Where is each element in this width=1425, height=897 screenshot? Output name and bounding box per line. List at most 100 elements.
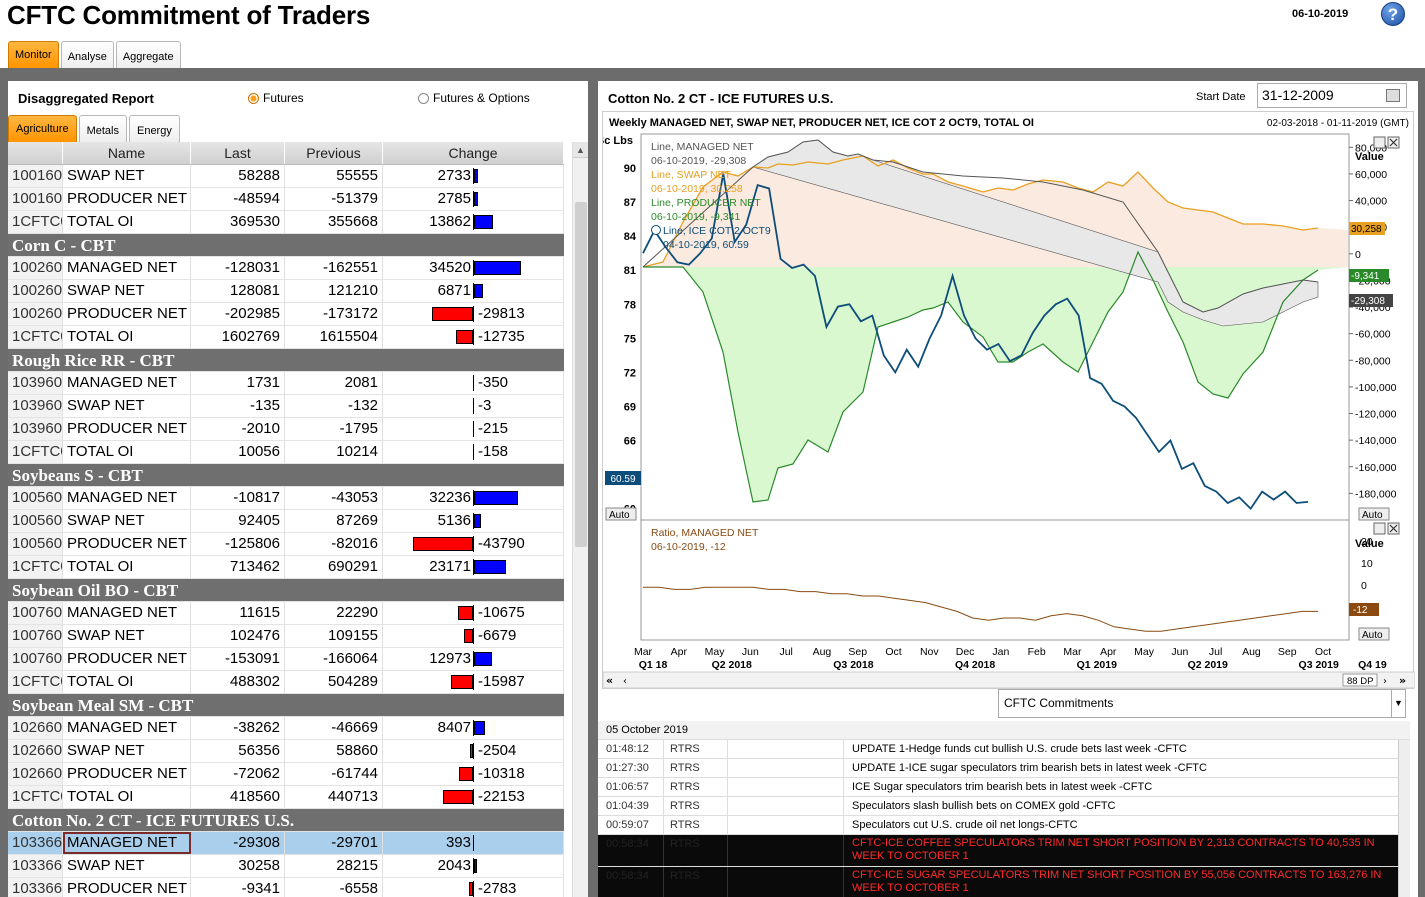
tab-energy[interactable]: Energy [128, 115, 180, 142]
table-row[interactable]: 100260 SWAP NET 128081 121210 6871 [8, 280, 564, 303]
group-header[interactable]: Cotton No. 2 CT - ICE FUTURES U.S. [8, 809, 564, 832]
table-row[interactable]: 102660 MANAGED NET -38262 -46669 8407 [8, 717, 564, 740]
table-row[interactable]: 102660 SWAP NET 56356 58860 -2504 [8, 740, 564, 763]
row-previous: -29701 [285, 832, 383, 854]
scroll-first-icon[interactable]: « [606, 674, 613, 687]
table-row[interactable]: 103960 PRODUCER NET -2010 -1795 -215 [8, 418, 564, 441]
calendar-icon[interactable] [1386, 89, 1400, 102]
row-last: 92405 [191, 510, 285, 532]
chevron-down-icon[interactable]: ▼ [1391, 690, 1405, 717]
group-header[interactable]: Soybean Oil BO - CBT [8, 579, 564, 602]
scroll-thumb[interactable] [575, 202, 587, 547]
ratio-legend-series: Ratio, MANAGED NET [651, 527, 759, 539]
tab-monitor[interactable]: Monitor [8, 41, 59, 68]
group-header[interactable]: Soybean Meal SM - CBT [8, 694, 564, 717]
grid-scrollbar[interactable]: ▲ [572, 142, 588, 897]
table-row[interactable]: 102660 PRODUCER NET -72062 -61744 -10318 [8, 763, 564, 786]
row-id: 1CFTC0 [8, 556, 63, 578]
tab-agriculture[interactable]: Agriculture [8, 115, 77, 142]
table-row[interactable]: 100760 MANAGED NET 11615 22290 -10675 [8, 602, 564, 625]
pane-maximize-icon[interactable] [1373, 136, 1386, 149]
cot-chart[interactable]: Weekly MANAGED NET, SWAP NET, PRODUCER N… [559, 111, 1416, 690]
news-spacer [728, 740, 844, 758]
table-row[interactable]: 100560 MANAGED NET -10817 -43053 32236 [8, 487, 564, 510]
radio-futures[interactable]: Futures [248, 91, 304, 105]
scroll-up-icon[interactable]: ▲ [573, 142, 588, 158]
change-value: -158 [478, 443, 509, 460]
col-id [8, 142, 63, 164]
group-header[interactable]: Corn C - CBT [8, 234, 564, 257]
radio-futures-options[interactable]: Futures & Options [418, 91, 530, 105]
table-row[interactable]: 100560 PRODUCER NET -125806 -82016 -43790 [8, 533, 564, 556]
help-icon[interactable]: ? [1381, 2, 1405, 26]
group-header[interactable]: Rough Rice RR - CBT [8, 349, 564, 372]
news-item[interactable]: 01:06:57 RTRS ICE Sugar speculators trim b… [598, 778, 1410, 797]
table-row[interactable]: 103366 PRODUCER NET -9341 -6558 -2783 [8, 878, 564, 897]
change-value: 2733 [437, 167, 471, 184]
tab-aggregate[interactable]: Aggregate [115, 41, 181, 68]
row-last: -29308 [191, 832, 285, 854]
radio-selected-icon[interactable] [248, 92, 259, 104]
row-name: SWAP NET [63, 280, 191, 302]
change-axis [473, 720, 474, 736]
change-axis [473, 444, 474, 460]
row-previous: -162551 [285, 257, 383, 279]
change-axis [473, 168, 474, 184]
row-id: 102660 [8, 763, 63, 785]
group-header[interactable]: Soybeans S - CBT [8, 464, 564, 487]
change-bar-negative [456, 330, 473, 344]
table-row[interactable]: 100260 PRODUCER NET -202985 -173172 -29813 [8, 303, 564, 326]
col-name[interactable]: Name [63, 142, 191, 164]
auto-scale-right-button[interactable] [1358, 507, 1390, 521]
start-date-input[interactable]: 31-12-2009 [1257, 83, 1407, 108]
scroll-right-icon[interactable]: › [1383, 676, 1387, 687]
row-name: MANAGED NET [63, 602, 191, 624]
month-label: May [1134, 646, 1155, 658]
table-row[interactable]: 100560 SWAP NET 92405 87269 5136 [8, 510, 564, 533]
scroll-left-icon[interactable]: ‹ [623, 676, 627, 687]
table-row[interactable]: 103366 SWAP NET 30258 28215 2043 [8, 855, 564, 878]
chart-svg[interactable]: Weekly MANAGED NET, SWAP NET, PRODUCER N… [559, 112, 1416, 690]
news-item[interactable]: 00:59:07 RTRS Speculators cut U.S. crude o… [598, 816, 1410, 835]
table-row[interactable]: 103366 MANAGED NET -29308 -29701 393 [8, 832, 564, 855]
news-scrollbar[interactable] [1398, 740, 1410, 897]
scroll-last-icon[interactable]: » [1399, 674, 1406, 687]
quarter-label: Q1 18 [639, 659, 668, 671]
time-scroller[interactable] [602, 671, 1416, 689]
news-item[interactable]: 01:27:30 RTRS UPDATE 1-ICE sugar speculato… [598, 759, 1410, 778]
radio-unselected-icon[interactable] [418, 92, 429, 104]
news-item[interactable]: 01:48:12 RTRS UPDATE 1-Hedge funds cut bul… [598, 740, 1410, 759]
tab-metals[interactable]: Metals [78, 115, 127, 142]
table-row[interactable]: 100160 PRODUCER NET -48594 -51379 2785 [8, 188, 564, 211]
news-item[interactable]: 00:58:34 RTRS CFTC-ICE COFFEE SPECULATORS … [598, 835, 1410, 867]
row-id: 103960 [8, 372, 63, 394]
tab-analyse[interactable]: Analyse [60, 41, 114, 68]
table-row[interactable]: 100760 PRODUCER NET -153091 -166064 12973 [8, 648, 564, 671]
news-source-select[interactable]: CFTC Commitments ▼ [998, 689, 1406, 718]
news-item[interactable]: 01:04:39 RTRS Speculators slash bullish be… [598, 797, 1410, 816]
table-row[interactable]: 103960 MANAGED NET 1731 2081 -350 [8, 372, 564, 395]
row-id: 103366 [8, 878, 63, 897]
col-last[interactable]: Last [191, 142, 285, 164]
table-row[interactable]: 100260 MANAGED NET -128031 -162551 34520 [8, 257, 564, 280]
price-tick-label: 90 [624, 163, 636, 175]
auto-scale-ratio-button[interactable] [1358, 627, 1390, 641]
news-item[interactable]: 00:58:34 RTRS CFTC-ICE SUGAR SPECULATORS T… [598, 867, 1410, 897]
col-change[interactable]: Change [383, 142, 564, 164]
news-headline: UPDATE 1-Hedge funds cut bullish U.S. cr… [852, 743, 1187, 755]
auto-scale-left-button[interactable] [605, 507, 637, 521]
col-previous[interactable]: Previous [285, 142, 383, 164]
row-change: 6871 [383, 280, 564, 302]
table-row[interactable]: 100760 SWAP NET 102476 109155 -6679 [8, 625, 564, 648]
row-last: -153091 [191, 648, 285, 670]
table-row[interactable]: 103960 SWAP NET -135 -132 -3 [8, 395, 564, 418]
ratio-pane-maximize-icon[interactable] [1373, 522, 1386, 535]
app-title: CFTC Commitment of Traders [7, 0, 371, 30]
table-row[interactable]: 100160 SWAP NET 58288 55555 2733 [8, 165, 564, 188]
